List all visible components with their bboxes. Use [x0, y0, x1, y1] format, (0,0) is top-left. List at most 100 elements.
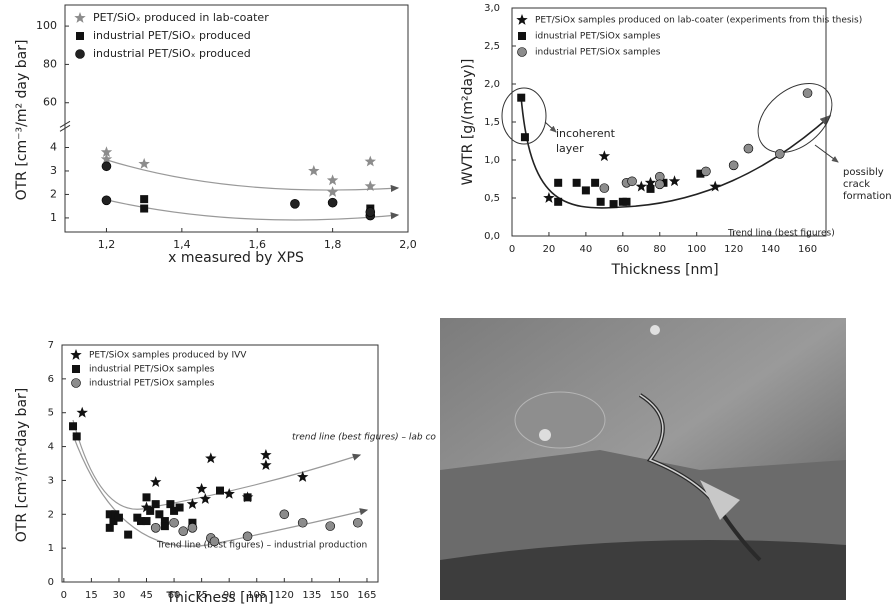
data-point: [622, 197, 631, 206]
data-point: [517, 93, 526, 102]
x-tick-label: 160: [798, 244, 817, 255]
data-point: [709, 180, 721, 192]
y-tick-label: 5: [48, 408, 54, 419]
y-tick-label: 1,5: [484, 117, 500, 128]
data-point: [109, 517, 118, 526]
data-point: [166, 500, 175, 509]
x-axis-title: x measured by XPS: [168, 250, 304, 266]
data-point: [365, 207, 376, 217]
x-tick-label: 15: [85, 590, 98, 601]
data-point: [69, 422, 78, 431]
x-tick-label: 2,0: [399, 238, 417, 251]
trend-line: [106, 159, 400, 193]
x-tick-label: 150: [330, 590, 349, 601]
data-point: [142, 517, 151, 526]
x-tick-label: 60: [168, 590, 181, 601]
x-tick-label: 105: [247, 590, 266, 601]
data-point: [142, 493, 151, 502]
data-point: [260, 449, 272, 460]
data-point: [100, 146, 113, 157]
data-point: [76, 406, 88, 418]
data-point: [290, 199, 300, 209]
y-tick-label: 0: [48, 577, 54, 588]
data-point: [609, 200, 618, 209]
data-point: [554, 197, 563, 206]
legend-marker: [72, 365, 80, 373]
data-point: [627, 176, 637, 187]
data-point: [543, 192, 555, 203]
data-point: [654, 179, 665, 190]
data-point: [728, 160, 739, 171]
trend-line: [106, 199, 400, 221]
y-tick-label: 4: [48, 442, 54, 453]
x-tick-label: 90: [223, 590, 236, 601]
data-point: [223, 488, 235, 499]
y-tick-label: 1: [48, 543, 54, 554]
annotation: crack: [843, 179, 870, 190]
y-tick-label: 1,0: [484, 155, 500, 166]
annotation: formation: [843, 191, 892, 202]
trend-line: [520, 95, 832, 209]
legend-marker: [71, 378, 81, 388]
data-point: [100, 153, 113, 165]
data-point: [572, 178, 581, 187]
data-point: [216, 486, 224, 495]
data-point: [170, 506, 179, 515]
y-axis-title: WVTR [g/(m²day)]: [460, 59, 476, 186]
data-point: [114, 513, 123, 522]
data-point: [101, 161, 112, 172]
x-tick-label: 0: [509, 244, 515, 255]
annotation: layer: [556, 142, 584, 155]
legend-label: idnustrial PET/SiOx samples: [535, 32, 661, 42]
data-point: [188, 518, 197, 527]
y-tick-label: 2,5: [484, 41, 500, 52]
legend-marker: [70, 349, 82, 360]
data-point: [297, 517, 308, 528]
highlight: [501, 87, 547, 145]
data-point: [598, 150, 611, 162]
x-tick-label: 100: [687, 244, 706, 255]
data-point: [186, 498, 199, 509]
annotation: Trend line (best figures): [727, 229, 835, 239]
y-tick-label: 60: [43, 96, 57, 109]
x-tick-label: 60: [616, 244, 629, 255]
x-tick-label: 0: [61, 590, 67, 601]
legend-marker: [76, 32, 84, 40]
data-point: [105, 510, 114, 519]
data-point: [146, 506, 155, 515]
x-axis-title: Thickness [nm]: [610, 262, 718, 278]
sem-image: [440, 318, 846, 600]
y-tick-label: 2: [50, 187, 57, 200]
data-point: [72, 432, 81, 441]
data-point: [581, 186, 590, 195]
y-tick-label: 4: [50, 140, 57, 153]
annotation: Trend line (best figures) – industrial p…: [156, 541, 367, 551]
x-tick-label: 30: [113, 590, 126, 601]
y-tick-label: 80: [43, 57, 57, 70]
y-tick-label: 3: [48, 475, 54, 486]
legend-label: industrial PET/SiOₓ produced: [93, 29, 251, 42]
data-point: [160, 522, 169, 531]
data-point: [635, 180, 647, 192]
data-point: [802, 88, 813, 98]
x-tick-label: 120: [275, 590, 294, 601]
arrow: [544, 121, 557, 133]
y-tick-label: 3: [50, 164, 57, 177]
y-tick-label: 100: [36, 19, 57, 32]
data-point: [646, 184, 655, 193]
data-point: [279, 509, 290, 520]
annotation: incoherent: [556, 127, 616, 140]
data-point: [352, 517, 363, 528]
x-tick-label: 1,2: [98, 238, 116, 251]
data-point: [243, 493, 252, 502]
data-point: [205, 452, 217, 464]
data-point: [242, 531, 253, 542]
data-point: [364, 155, 376, 167]
data-point: [326, 174, 339, 186]
data-point: [138, 157, 150, 169]
plot-frame: [61, 344, 379, 583]
data-point: [599, 183, 610, 193]
x-tick-label: 120: [724, 244, 743, 255]
x-tick-label: 1,6: [248, 238, 266, 251]
